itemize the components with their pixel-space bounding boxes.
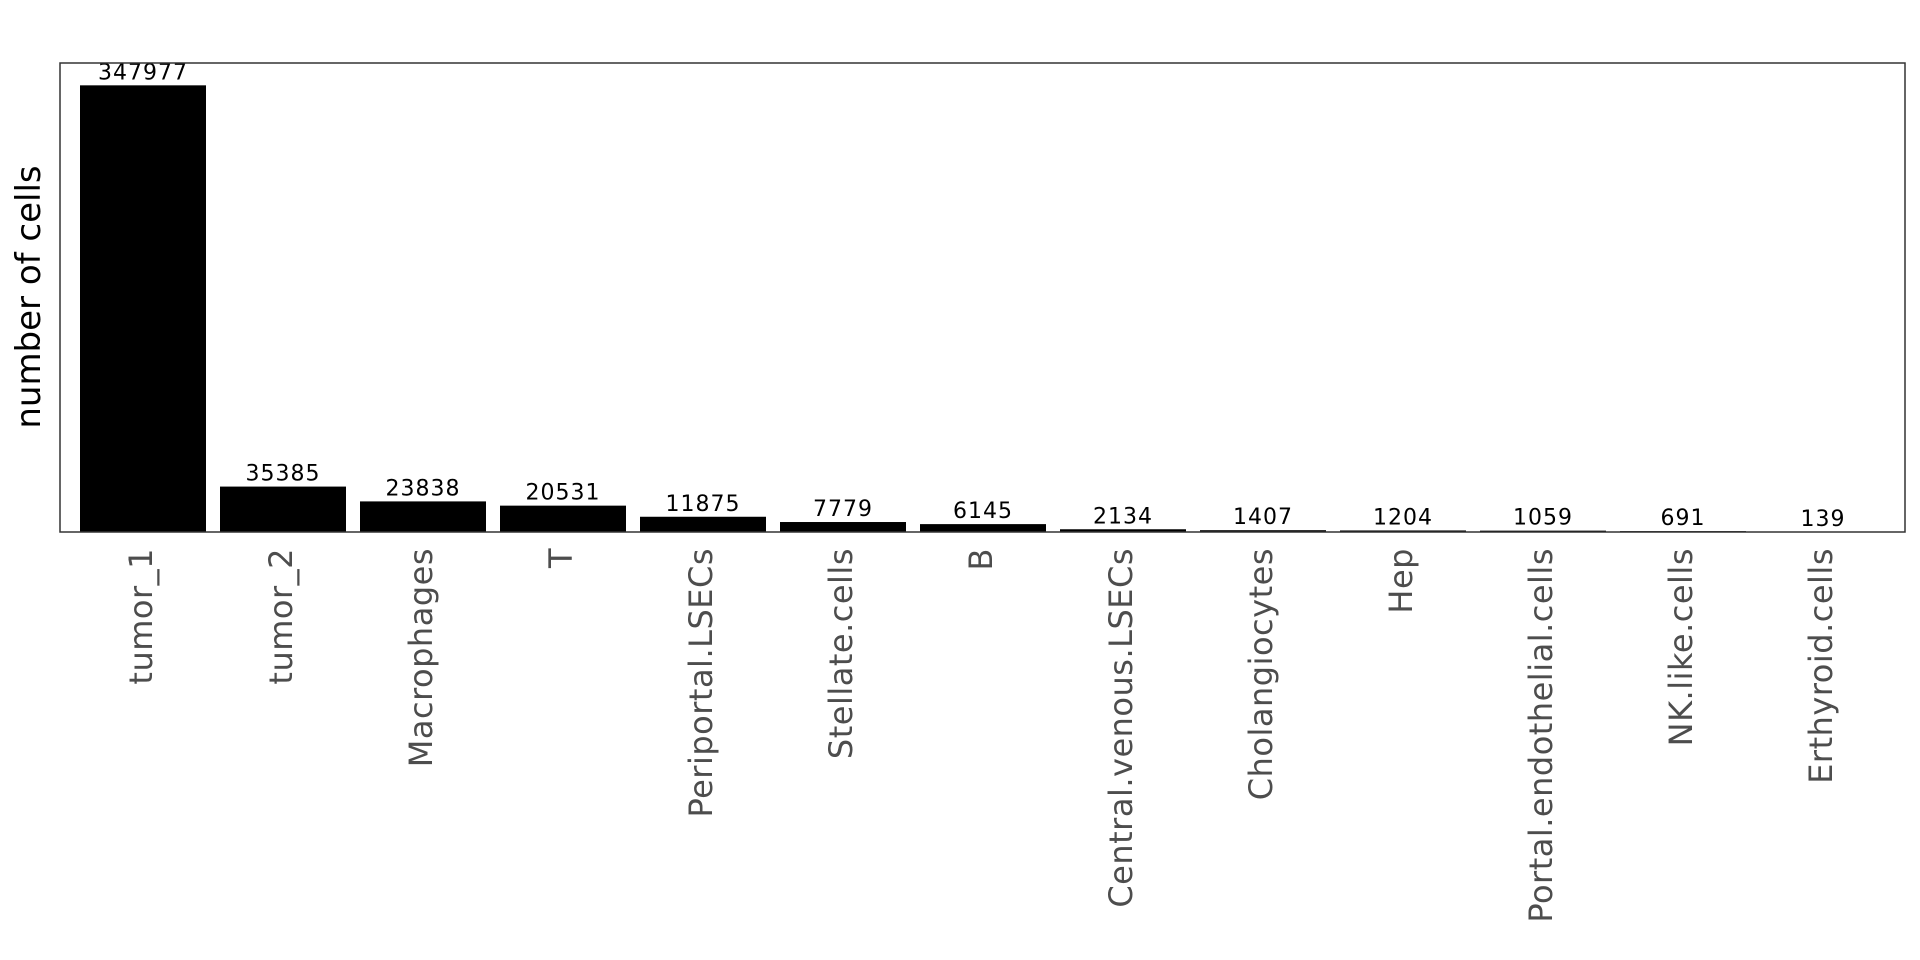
value-label: 7779 xyxy=(813,497,873,522)
x-tick-label: Portal.endothelial.cells xyxy=(1522,548,1560,923)
bar-tumor-2 xyxy=(220,486,346,532)
value-label: 6145 xyxy=(953,499,1013,524)
value-label: 1059 xyxy=(1513,506,1573,531)
x-tick-label: T xyxy=(542,548,580,569)
value-label: 20531 xyxy=(526,481,601,506)
value-label: 139 xyxy=(1801,507,1846,532)
value-label: 23838 xyxy=(386,476,461,501)
x-tick-label: Hep xyxy=(1382,548,1420,614)
value-label: 35385 xyxy=(246,462,321,487)
bars-layer xyxy=(80,85,1886,533)
bar-hep xyxy=(1340,530,1466,532)
value-label: 1204 xyxy=(1373,505,1433,530)
value-label: 11875 xyxy=(666,492,741,517)
value-label: 347977 xyxy=(98,60,188,85)
x-tick-label: Macrophages xyxy=(402,548,440,767)
x-tick-label: NK.like.cells xyxy=(1662,548,1700,746)
x-tick-label: Stellate.cells xyxy=(822,548,860,759)
value-labels-layer: 347977 35385 23838 20531 11875 7779 6145 2134 14… xyxy=(98,60,1846,532)
x-tick-label: Cholangiocytes xyxy=(1242,548,1280,800)
bar-t xyxy=(500,505,626,532)
x-tick-label: Erthyroid.cells xyxy=(1802,548,1840,784)
plot-panel-border xyxy=(59,62,1906,533)
x-tick-label: tumor_2 xyxy=(262,548,300,685)
bar-cholangiocytes xyxy=(1200,530,1326,532)
value-label: 691 xyxy=(1661,506,1706,531)
x-tick-label: B xyxy=(962,548,1000,570)
y-axis-label: number of cells xyxy=(9,165,49,428)
x-tick-label: tumor_1 xyxy=(122,548,160,685)
bar-periportal-lsecs xyxy=(640,516,766,532)
bar-tumor-1 xyxy=(80,85,206,532)
x-tick-labels-layer: tumor_1 tumor_2 Macrophages T Periportal.LSE… xyxy=(122,548,1840,923)
bar-macrophages xyxy=(360,501,486,532)
value-label: 1407 xyxy=(1233,505,1293,530)
x-tick-label: Periportal.LSECs xyxy=(682,548,720,818)
x-tick-label: Central.venous.LSECs xyxy=(1102,548,1140,908)
value-label: 2134 xyxy=(1093,504,1153,529)
bar-stellate-cells xyxy=(780,522,906,532)
bar-b xyxy=(920,524,1046,532)
bar-central-venous-lsecs xyxy=(1060,529,1186,532)
